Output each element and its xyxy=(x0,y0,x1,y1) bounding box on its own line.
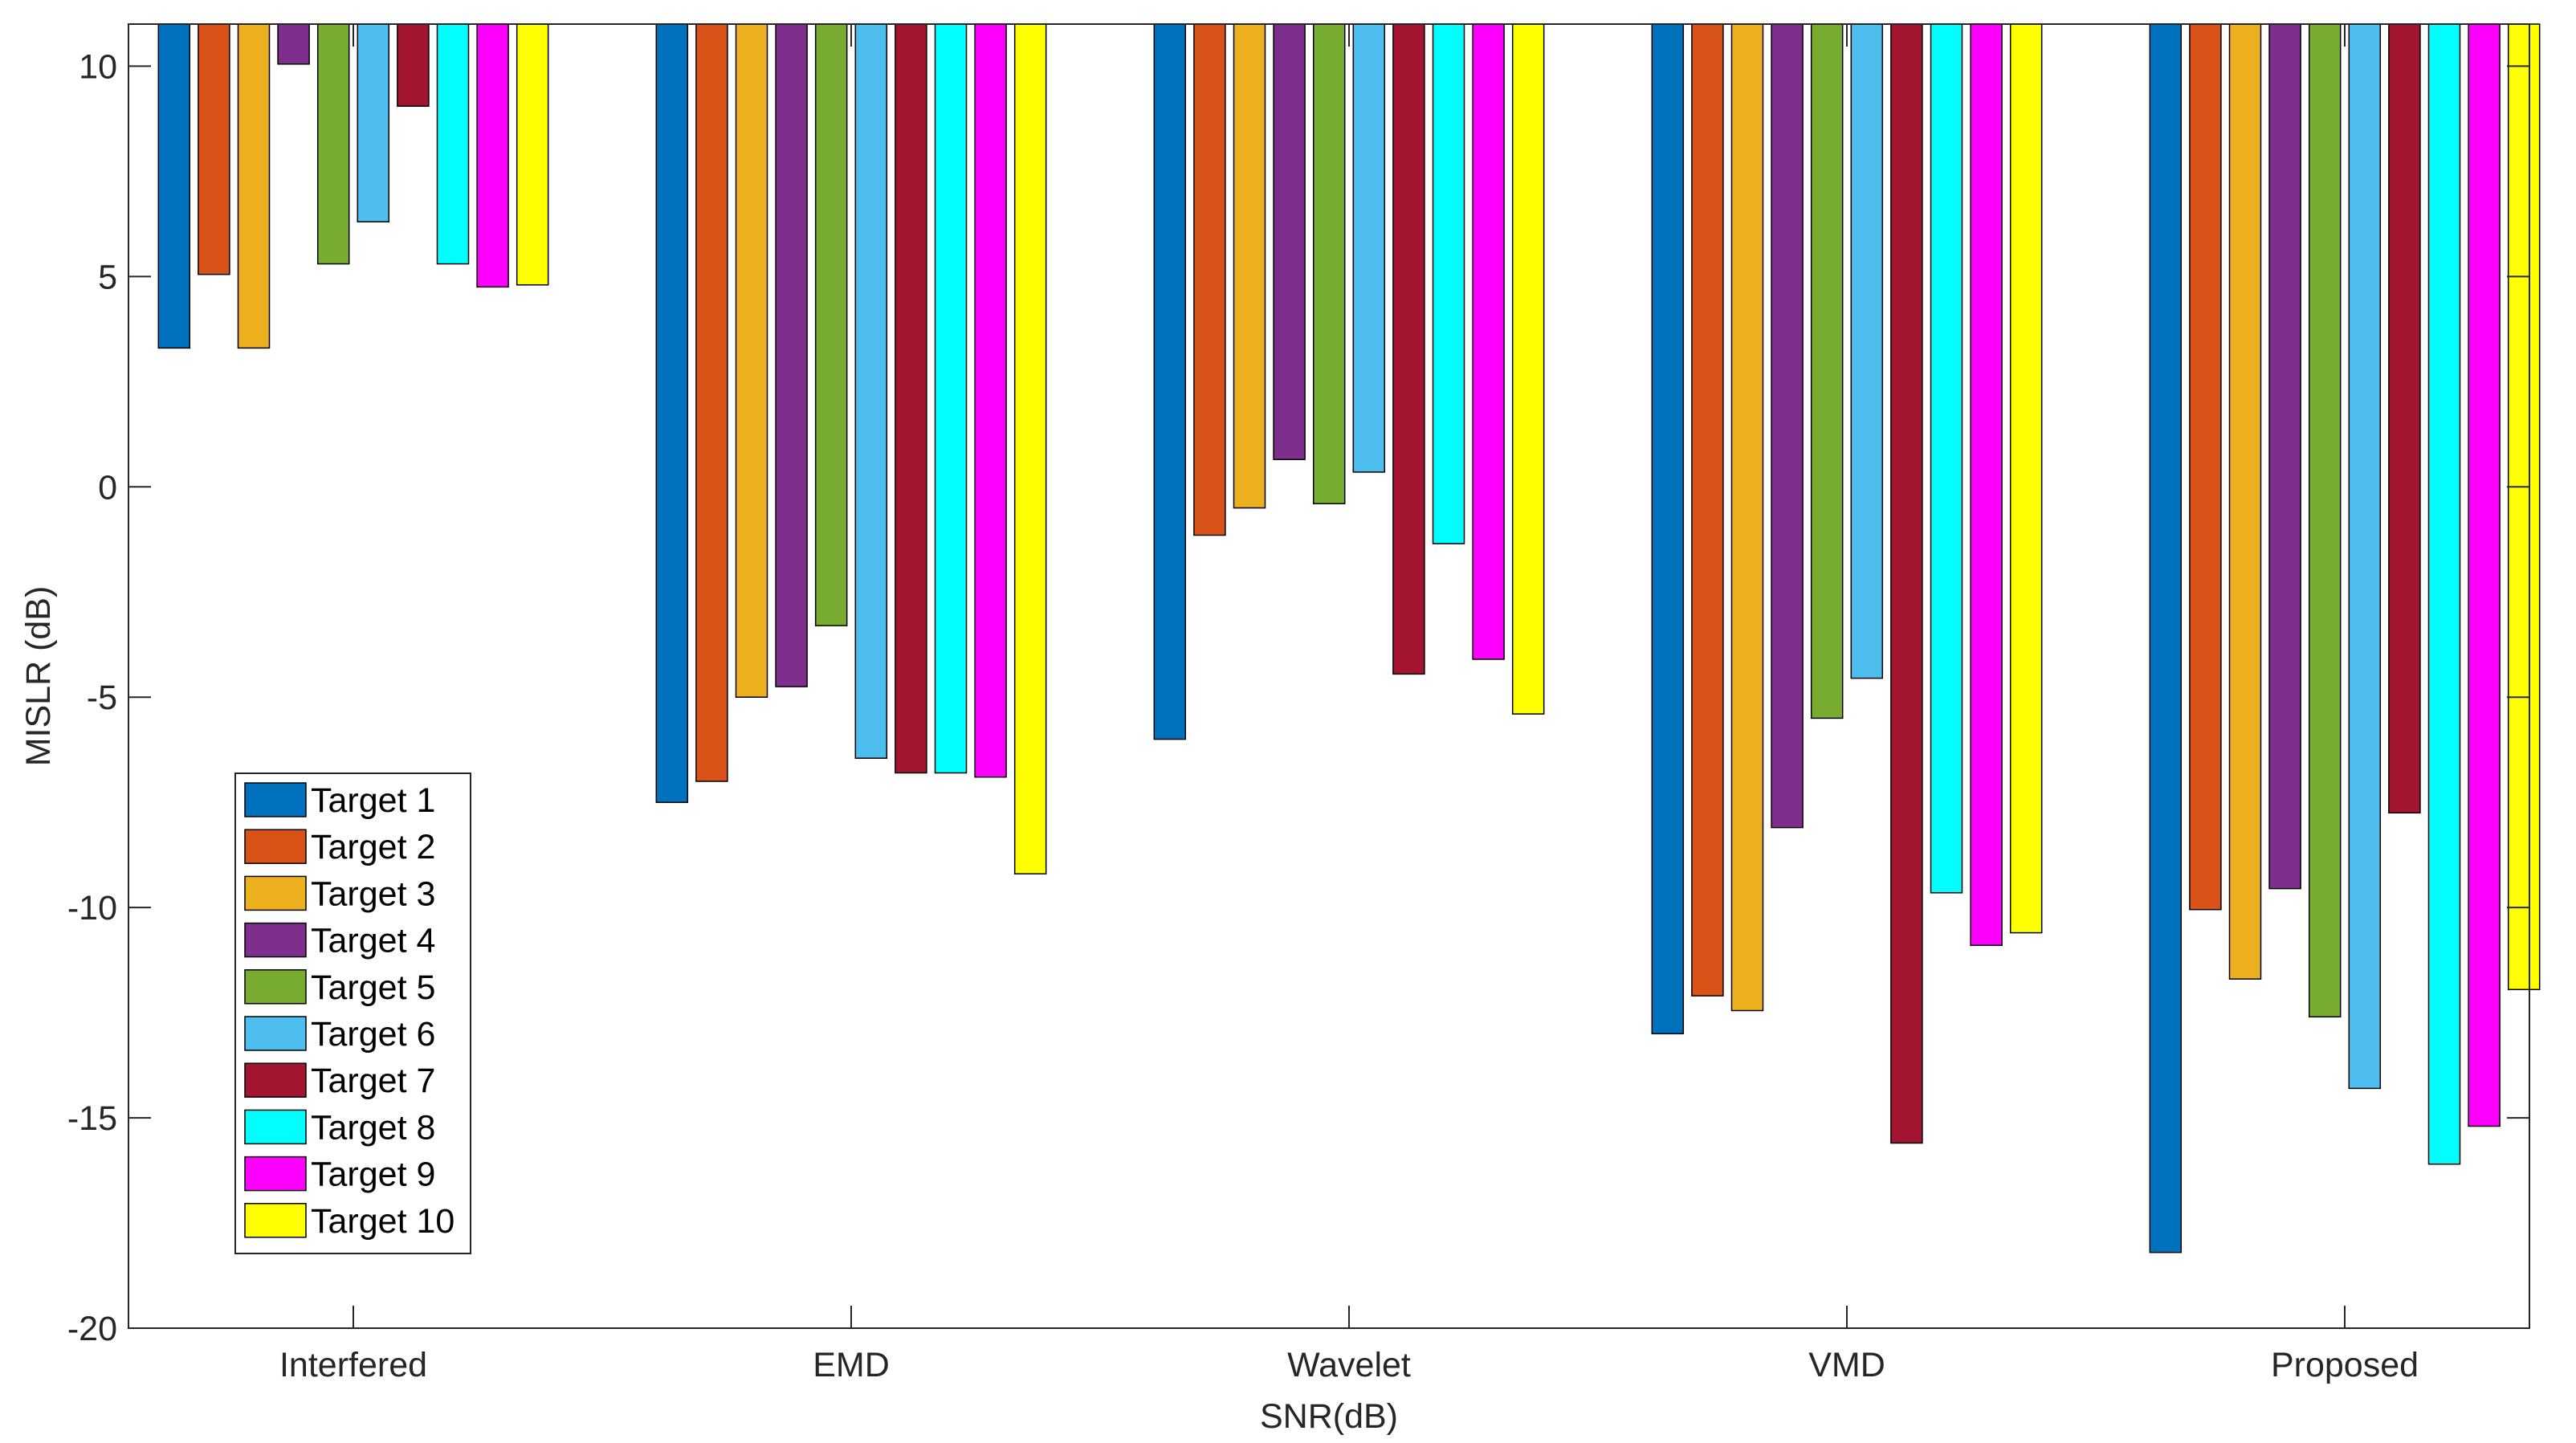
bar-target-1-vmd xyxy=(1651,23,1685,1035)
legend-label-target-5: Target 5 xyxy=(311,968,435,1007)
bar-target-9-vmd xyxy=(1970,23,2003,947)
legend-label-target-4: Target 4 xyxy=(311,922,435,960)
bar-target-5-proposed xyxy=(2308,23,2342,1018)
legend-label-target-9: Target 9 xyxy=(311,1156,435,1194)
bar-target-8-wavelet xyxy=(1432,23,1465,544)
x-tick-label-proposed: Proposed xyxy=(2271,1346,2419,1384)
bar-target-2-interfered xyxy=(198,23,230,275)
x-tick-label-interfered: Interfered xyxy=(279,1346,427,1384)
bar-target-7-interfered xyxy=(397,23,430,107)
y-tick-label: 0 xyxy=(98,468,117,507)
legend-label-target-3: Target 3 xyxy=(311,874,435,913)
x-axis-title: SNR(dB) xyxy=(1260,1397,1398,1436)
x-tick-label-emd: EMD xyxy=(813,1346,890,1384)
y-axis-title: MISLR (dB) xyxy=(19,586,58,767)
bar-target-8-interfered xyxy=(436,23,470,265)
bar-target-9-proposed xyxy=(2468,23,2501,1127)
bar-target-1-interfered xyxy=(157,23,191,349)
legend-label-target-6: Target 6 xyxy=(311,1015,435,1054)
bar-target-7-emd xyxy=(895,23,927,774)
bar-target-8-emd xyxy=(934,23,968,774)
legend: Target 1 Target 2 Target 3 Target 4 Target 5… xyxy=(234,772,471,1254)
legend-label-target-7: Target 7 xyxy=(311,1062,435,1100)
axes-layer: 10 5 0 -5 -10 -15 -20 Interfered EMD Wavelet VMD Pr… xyxy=(67,23,2530,1384)
bars-layer xyxy=(157,23,2541,1253)
bar-target-8-proposed xyxy=(2427,23,2461,1165)
bar-target-4-proposed xyxy=(2268,23,2301,890)
y-tick-label: -20 xyxy=(67,1310,117,1348)
bar-target-9-emd xyxy=(974,23,1007,778)
bar-target-3-emd xyxy=(735,23,768,698)
legend-swatch-target-4 xyxy=(244,922,307,958)
bar-target-7-wavelet xyxy=(1392,23,1425,675)
bar-target-10-emd xyxy=(1013,23,1047,874)
x-tick-label-vmd: VMD xyxy=(1808,1346,1885,1384)
y-tick-label: -5 xyxy=(87,679,117,717)
bar-target-7-vmd xyxy=(1890,23,1923,1144)
bar-target-6-wavelet xyxy=(1352,23,1386,473)
plot-frame xyxy=(128,23,2530,1329)
legend-swatch-target-8 xyxy=(244,1109,307,1145)
bar-target-5-emd xyxy=(814,23,848,626)
legend-swatch-target-6 xyxy=(244,1016,307,1051)
bar-target-9-wavelet xyxy=(1472,23,1505,660)
bar-target-9-interfered xyxy=(476,23,509,288)
legend-swatch-target-2 xyxy=(244,829,307,864)
bar-target-7-proposed xyxy=(2388,23,2421,814)
bar-target-4-interfered xyxy=(277,23,310,65)
bar-target-10-wavelet xyxy=(1511,23,1545,715)
bar-target-5-interfered xyxy=(316,23,350,265)
legend-label-target-10: Target 10 xyxy=(311,1202,454,1241)
bar-target-3-proposed xyxy=(2228,23,2262,980)
bar-target-2-emd xyxy=(695,23,728,782)
bar-target-3-vmd xyxy=(1730,23,1764,1012)
bar-target-5-vmd xyxy=(1810,23,1844,719)
bar-target-6-vmd xyxy=(1850,23,1884,679)
bar-target-4-emd xyxy=(775,23,808,687)
bar-target-8-vmd xyxy=(1930,23,1963,894)
legend-swatch-target-10 xyxy=(244,1203,307,1238)
bar-target-10-vmd xyxy=(2009,23,2043,934)
y-tick-label: 10 xyxy=(79,47,117,86)
bar-target-1-emd xyxy=(655,23,689,803)
y-tick-label: -15 xyxy=(67,1099,117,1138)
bar-target-1-wavelet xyxy=(1153,23,1187,740)
bar-target-6-proposed xyxy=(2348,23,2382,1090)
legend-swatch-target-7 xyxy=(244,1062,307,1098)
bar-target-1-proposed xyxy=(2149,23,2183,1253)
legend-swatch-target-1 xyxy=(244,782,307,817)
bar-target-2-wavelet xyxy=(1193,23,1226,536)
y-tick-label: 5 xyxy=(98,258,117,296)
bar-target-3-interfered xyxy=(237,23,271,349)
y-tick-label: -10 xyxy=(67,889,117,927)
x-tick-label-wavelet: Wavelet xyxy=(1287,1346,1411,1384)
bar-target-2-vmd xyxy=(1691,23,1724,997)
bar-target-10-interfered xyxy=(516,23,549,286)
legend-label-target-2: Target 2 xyxy=(311,828,435,866)
bar-target-3-wavelet xyxy=(1233,23,1266,509)
legend-swatch-target-9 xyxy=(244,1156,307,1192)
bar-target-6-emd xyxy=(854,23,888,759)
legend-swatch-target-5 xyxy=(244,969,307,1005)
bar-target-10-proposed xyxy=(2507,23,2541,991)
legend-label-target-8: Target 8 xyxy=(311,1108,435,1147)
bar-target-2-proposed xyxy=(2189,23,2222,911)
legend-label-target-1: Target 1 xyxy=(311,781,435,820)
bar-target-4-vmd xyxy=(1771,23,1804,829)
bar-target-6-interfered xyxy=(357,23,390,222)
bar-target-4-wavelet xyxy=(1273,23,1306,460)
bar-target-5-wavelet xyxy=(1312,23,1346,504)
legend-swatch-target-3 xyxy=(244,875,307,911)
